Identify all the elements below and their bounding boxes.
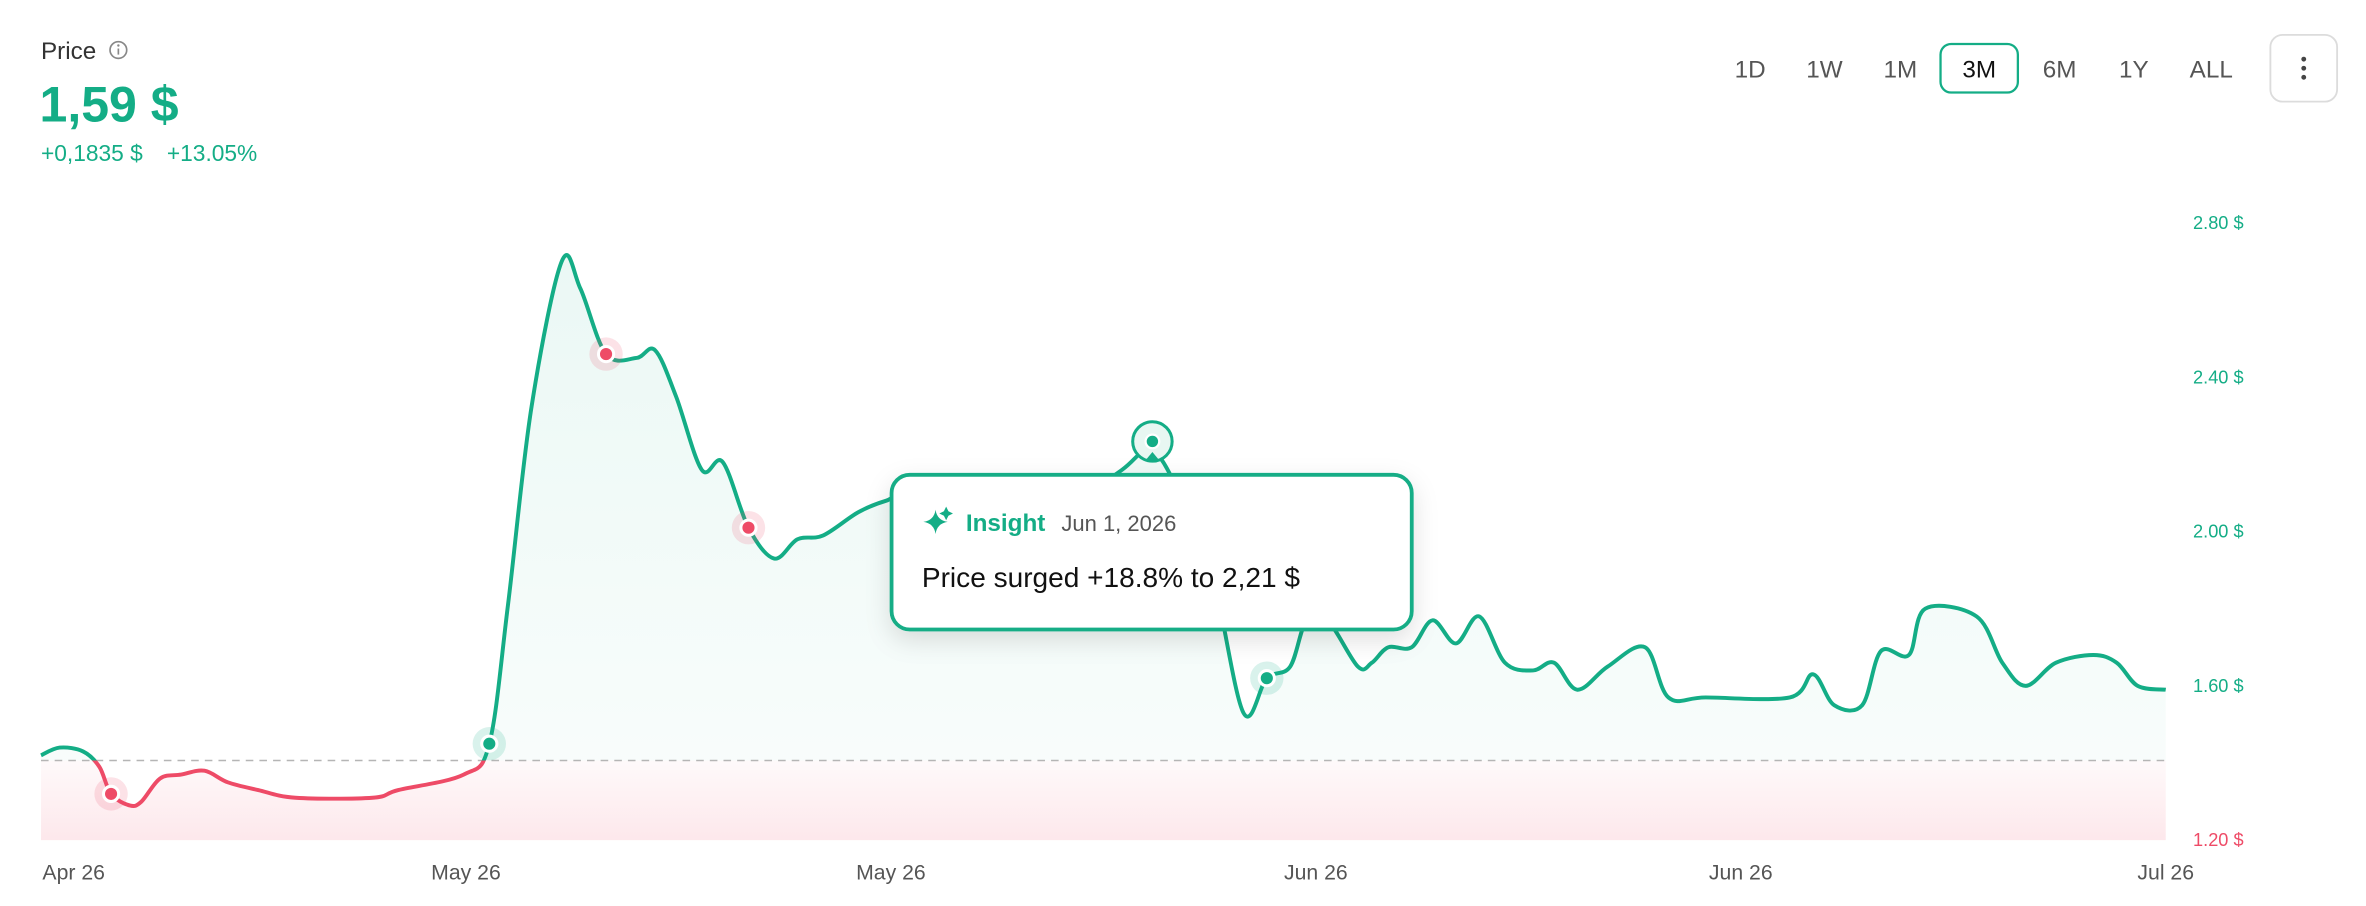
range-selector: 1D 1W 1M 3M 6M 1Y ALL: [1735, 42, 2233, 94]
x-tick-label: Jul 26: [2137, 862, 2194, 885]
range-label: 3M: [1962, 56, 1996, 83]
range-button[interactable]: 1Y: [2119, 56, 2149, 83]
insight-marker[interactable]: [1131, 420, 1174, 463]
x-tick-label: Jun 26: [1709, 862, 1773, 885]
price-label: Price: [41, 38, 96, 65]
y-tick-label: 2.40 $: [2193, 367, 2244, 387]
range-button[interactable]: 1D: [1735, 56, 1766, 83]
event-marker[interactable]: [589, 337, 623, 371]
price-change-pct: +13.05%: [167, 140, 257, 166]
x-tick-label: Jun 26: [1284, 862, 1348, 885]
range-label: 1D: [1735, 56, 1766, 83]
range-button[interactable]: 3M: [1939, 42, 2020, 94]
plot: 1.20 $ 1.60 $ 2.00 $ 2.40 $ 2.80 $ Apr 26 May …: [40, 213, 2244, 885]
x-tick-label: May 26: [431, 862, 501, 885]
tooltip-date: Jun 1, 2026: [1061, 511, 1176, 536]
sparkle-icon: [923, 506, 953, 534]
price-change: +0,1835 $: [41, 140, 143, 166]
price-value: 1,59 $: [40, 76, 179, 132]
x-tick-label: May 26: [856, 862, 926, 885]
header: Price 1,59 $ +0,1835 $ +13.05%: [40, 38, 258, 166]
tooltip-box: [889, 472, 1414, 632]
event-marker[interactable]: [1250, 661, 1284, 695]
range-label: 1Y: [2119, 56, 2149, 83]
insight-tooltip: Insight Jun 1, 2026 Price surged +18.8% to…: [889, 472, 1414, 632]
event-marker[interactable]: [731, 511, 766, 545]
y-tick-label: 1.20 $: [2193, 830, 2244, 850]
x-tick-label: Apr 26: [42, 862, 105, 885]
range-label: 6M: [2043, 56, 2077, 83]
marker-dot: [596, 345, 616, 364]
more-button[interactable]: [2269, 33, 2339, 103]
event-marker[interactable]: [472, 727, 506, 761]
range-button[interactable]: 6M: [2043, 56, 2077, 83]
info-icon[interactable]: [109, 40, 128, 60]
y-tick-label: 2.80 $: [2193, 213, 2244, 233]
insight-pointer: [1144, 452, 1160, 462]
range-button[interactable]: 1M: [1883, 56, 1917, 83]
range-label: ALL: [2190, 56, 2233, 83]
tooltip-text: Price surged +18.8% to 2,21 $: [922, 562, 1301, 593]
range-label: 1M: [1883, 56, 1917, 83]
range-button[interactable]: ALL: [2190, 56, 2233, 83]
marker-dot: [739, 518, 758, 537]
tooltip-title: Insight: [966, 510, 1045, 537]
event-marker[interactable]: [94, 777, 128, 811]
y-tick-label: 1.60 $: [2193, 676, 2244, 696]
insight-dot: [1144, 433, 1161, 450]
range-active-outline: [1939, 42, 2020, 94]
marker-dot: [101, 784, 121, 803]
marker-dot: [1257, 669, 1276, 688]
range-label: 1W: [1806, 56, 1842, 83]
marker-dot: [480, 734, 499, 753]
range-button[interactable]: 1W: [1806, 56, 1842, 83]
y-tick-label: 2.00 $: [2193, 522, 2244, 542]
